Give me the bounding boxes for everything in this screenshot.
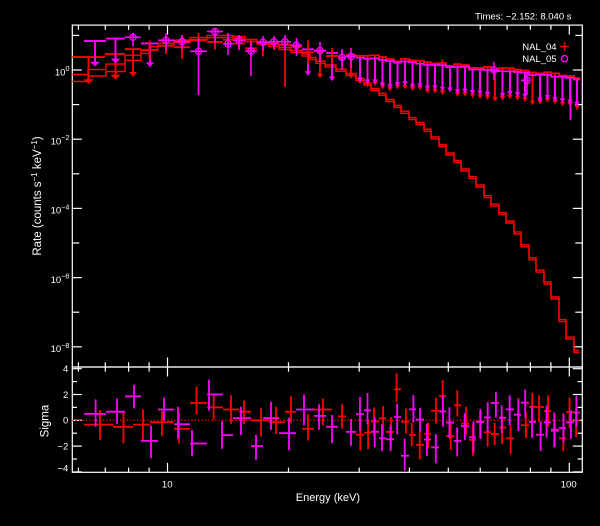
svg-text:10: 10 [162,480,173,491]
svg-text:Times: −2.152: 8.040 s: Times: −2.152: 8.040 s [475,12,572,23]
svg-text:Sigma: Sigma [40,404,52,437]
svg-text:4: 4 [63,364,68,375]
svg-text:NAL_05: NAL_05 [522,54,556,65]
svg-text:−4: −4 [57,463,68,474]
svg-text:Energy (keV): Energy (keV) [296,492,360,504]
svg-text:100: 100 [561,480,577,491]
svg-text:−2: −2 [57,442,68,453]
svg-text:2: 2 [63,390,68,401]
svg-text:NAL_04: NAL_04 [522,42,556,53]
svg-text:Rate (counts s−1 keV−1): Rate (counts s−1 keV−1) [30,136,45,255]
svg-text:0: 0 [63,416,68,427]
